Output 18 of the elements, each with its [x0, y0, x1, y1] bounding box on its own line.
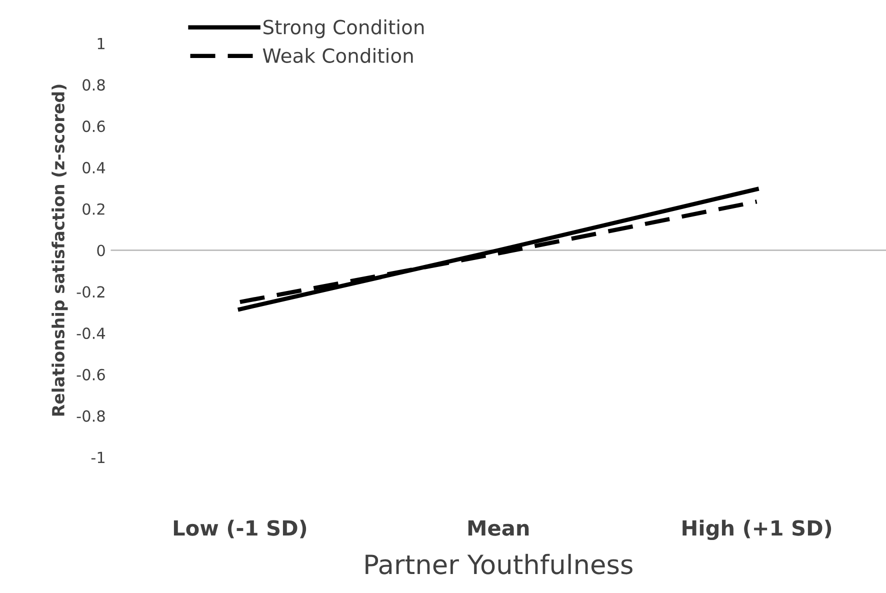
x-tick-label: High (+1 SD) — [682, 520, 832, 540]
y-tick-label: -0.2 — [76, 286, 104, 298]
y-tick-label: -0.6 — [76, 368, 105, 380]
legend-label: Weak Condition — [262, 48, 413, 63]
x-axis-title: Partner Youthfulness — [366, 554, 632, 574]
y-tick-label: -1 — [91, 452, 104, 464]
x-tick-label: Mean — [468, 520, 529, 536]
y-tick-label: 1 — [98, 38, 104, 50]
y-tick-label: 0.4 — [82, 162, 106, 174]
y-axis-title: Relationship satisfaction (z-scored) — [52, 84, 68, 416]
y-tick-label: 0.2 — [82, 203, 104, 215]
y-tick-label: 0.6 — [82, 120, 105, 132]
y-tick-label: 0 — [97, 244, 105, 256]
y-tick-label: 0.8 — [82, 79, 105, 91]
y-tick-label: -0.4 — [76, 327, 106, 340]
y-tick-label: -0.8 — [76, 410, 105, 422]
x-tick-label: Low (-1 SD) — [174, 520, 306, 538]
legend-label: Strong Condition — [263, 19, 424, 38]
